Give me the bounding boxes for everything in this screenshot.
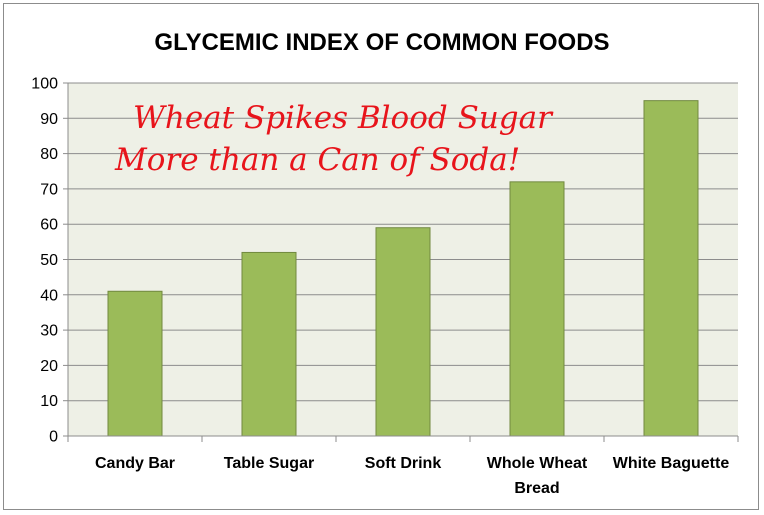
chart-title: GLYCEMIC INDEX OF COMMON FOODS bbox=[154, 29, 609, 56]
x-axis-category-labels: Candy Bar Table Sugar Soft Drink Whole Whea… bbox=[95, 455, 729, 497]
y-tick-label: 70 bbox=[40, 181, 58, 198]
y-axis-tick-labels: 0 10 20 30 40 50 60 70 80 90 100 bbox=[31, 76, 58, 446]
bar bbox=[643, 100, 699, 437]
bar bbox=[107, 290, 163, 437]
y-tick-label: 60 bbox=[40, 217, 58, 234]
y-tick-label: 40 bbox=[40, 287, 58, 304]
bar bbox=[509, 181, 565, 437]
bar bbox=[241, 251, 297, 437]
y-tick-label: 90 bbox=[40, 111, 58, 128]
axes bbox=[63, 82, 739, 442]
y-tick-label: 20 bbox=[40, 358, 58, 375]
bar bbox=[375, 227, 431, 437]
y-tick-label: 10 bbox=[40, 393, 58, 410]
x-category-label: Whole Wheat Bread bbox=[487, 455, 588, 497]
annotation: Wheat Spikes Blood Sugar More than a Can … bbox=[114, 100, 554, 178]
y-tick-label: 30 bbox=[40, 323, 58, 340]
annotation-line: More than a Can of Soda! bbox=[114, 142, 520, 178]
x-category-label: White Baguette bbox=[613, 455, 730, 472]
x-category-label: Table Sugar bbox=[224, 455, 314, 472]
x-category-label: Candy Bar bbox=[95, 455, 175, 472]
y-tick-label: 50 bbox=[40, 252, 58, 269]
y-tick-label: 80 bbox=[40, 146, 58, 163]
y-tick-label: 0 bbox=[49, 429, 58, 446]
y-tick-label: 100 bbox=[31, 76, 58, 93]
x-category-label: Soft Drink bbox=[365, 455, 442, 472]
annotation-line: Wheat Spikes Blood Sugar bbox=[133, 100, 554, 136]
